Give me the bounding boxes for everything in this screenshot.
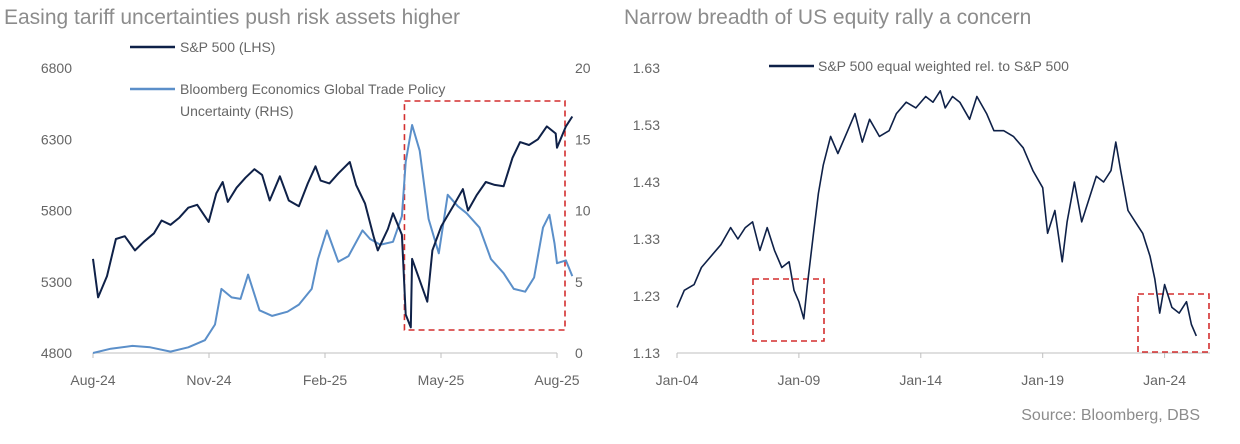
trade-uncertainty-series-line xyxy=(92,124,574,354)
left-x-tick-label: Aug-24 xyxy=(70,372,115,388)
right-axis-tick-label: 0 xyxy=(575,345,583,361)
sp500-legend-label: S&P 500 (LHS) xyxy=(180,39,275,55)
trade-uncertainty-legend-label: Bloomberg Economics Global Trade Policy U… xyxy=(180,81,445,119)
left-x-tick-label: Nov-24 xyxy=(186,372,231,388)
left-highlight-box xyxy=(403,100,566,331)
right-x-tick-label: Jan-09 xyxy=(777,372,820,388)
source-note: Source: Bloomberg, DBS xyxy=(1021,407,1200,424)
right-y-tick-label: 1.33 xyxy=(633,231,660,247)
right-x-tick-label: Jan-14 xyxy=(899,372,942,388)
right-x-tick-label: Jan-04 xyxy=(656,372,699,388)
right-chart-title: Narrow breadth of US equity rally a conc… xyxy=(624,6,1032,29)
equal-weight-ratio-series-line xyxy=(676,90,1198,337)
sp500-series-line xyxy=(92,115,574,329)
right-axis-tick-label: 5 xyxy=(575,274,583,290)
left-y-tick-label: 4800 xyxy=(41,345,72,361)
right-y-tick-label: 1.23 xyxy=(633,288,660,304)
right-x-tick-label: Jan-19 xyxy=(1021,372,1064,388)
left-x-tick-label: Aug-25 xyxy=(534,372,579,388)
right-y-tick-label: 1.13 xyxy=(633,345,660,361)
right-axis-tick-label: 20 xyxy=(575,60,591,76)
right-y-tick-label: 1.63 xyxy=(633,60,660,76)
left-y-tick-label: 5300 xyxy=(41,274,72,290)
left-chart-title: Easing tariff uncertainties push risk as… xyxy=(4,6,461,29)
right-x-tick-label: Jan-24 xyxy=(1143,372,1186,388)
left-x-tick-label: May-25 xyxy=(418,372,465,388)
right-axis-tick-label: 15 xyxy=(575,131,591,147)
equal-weight-legend-label: S&P 500 equal weighted rel. to S&P 500 xyxy=(818,58,1069,74)
right-y-tick-label: 1.43 xyxy=(633,174,660,190)
right-axis-tick-label: 10 xyxy=(575,203,591,219)
right-highlight-box-2024 xyxy=(1137,293,1210,353)
right-y-tick-label: 1.53 xyxy=(633,117,660,133)
left-x-tick-label: Feb-25 xyxy=(303,372,348,388)
left-y-tick-label: 5800 xyxy=(41,203,72,219)
right-highlight-box-2009 xyxy=(752,278,825,342)
left-y-tick-label: 6300 xyxy=(41,131,72,147)
left-y-tick-label: 6800 xyxy=(41,60,72,76)
